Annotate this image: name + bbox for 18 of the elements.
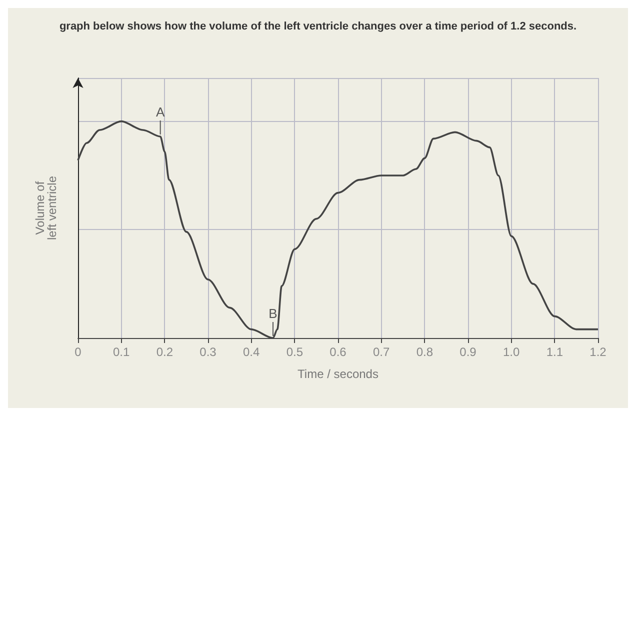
x-tick-label: 1.2 (590, 345, 607, 359)
chart-title: graph below shows how the volume of the left ventricle changes over a time period of 1.2 seconds. (59, 20, 577, 32)
x-tick-label: 0.2 (156, 345, 174, 359)
annotation: B (268, 306, 278, 321)
x-tick-label: 0.5 (286, 345, 304, 359)
x-tick-label: 0.4 (242, 345, 260, 359)
x-tick-label: 0.9 (460, 345, 477, 359)
x-tick-label: 0 (74, 345, 82, 359)
x-tick-label: 1.0 (502, 345, 520, 359)
x-tick-label: 0.6 (330, 345, 347, 359)
x-tick-label: 0.7 (372, 345, 390, 359)
x-axis-title: Time / seconds (298, 367, 378, 381)
y-axis-title: Volume of left ventricle (33, 176, 59, 240)
x-tick-label: 0.1 (112, 345, 130, 359)
x-tick-label: 0.3 (200, 345, 217, 359)
x-tick-label: 0.8 (416, 345, 434, 359)
x-tick-label: 1.1 (546, 345, 564, 359)
annotation: A (156, 104, 165, 120)
